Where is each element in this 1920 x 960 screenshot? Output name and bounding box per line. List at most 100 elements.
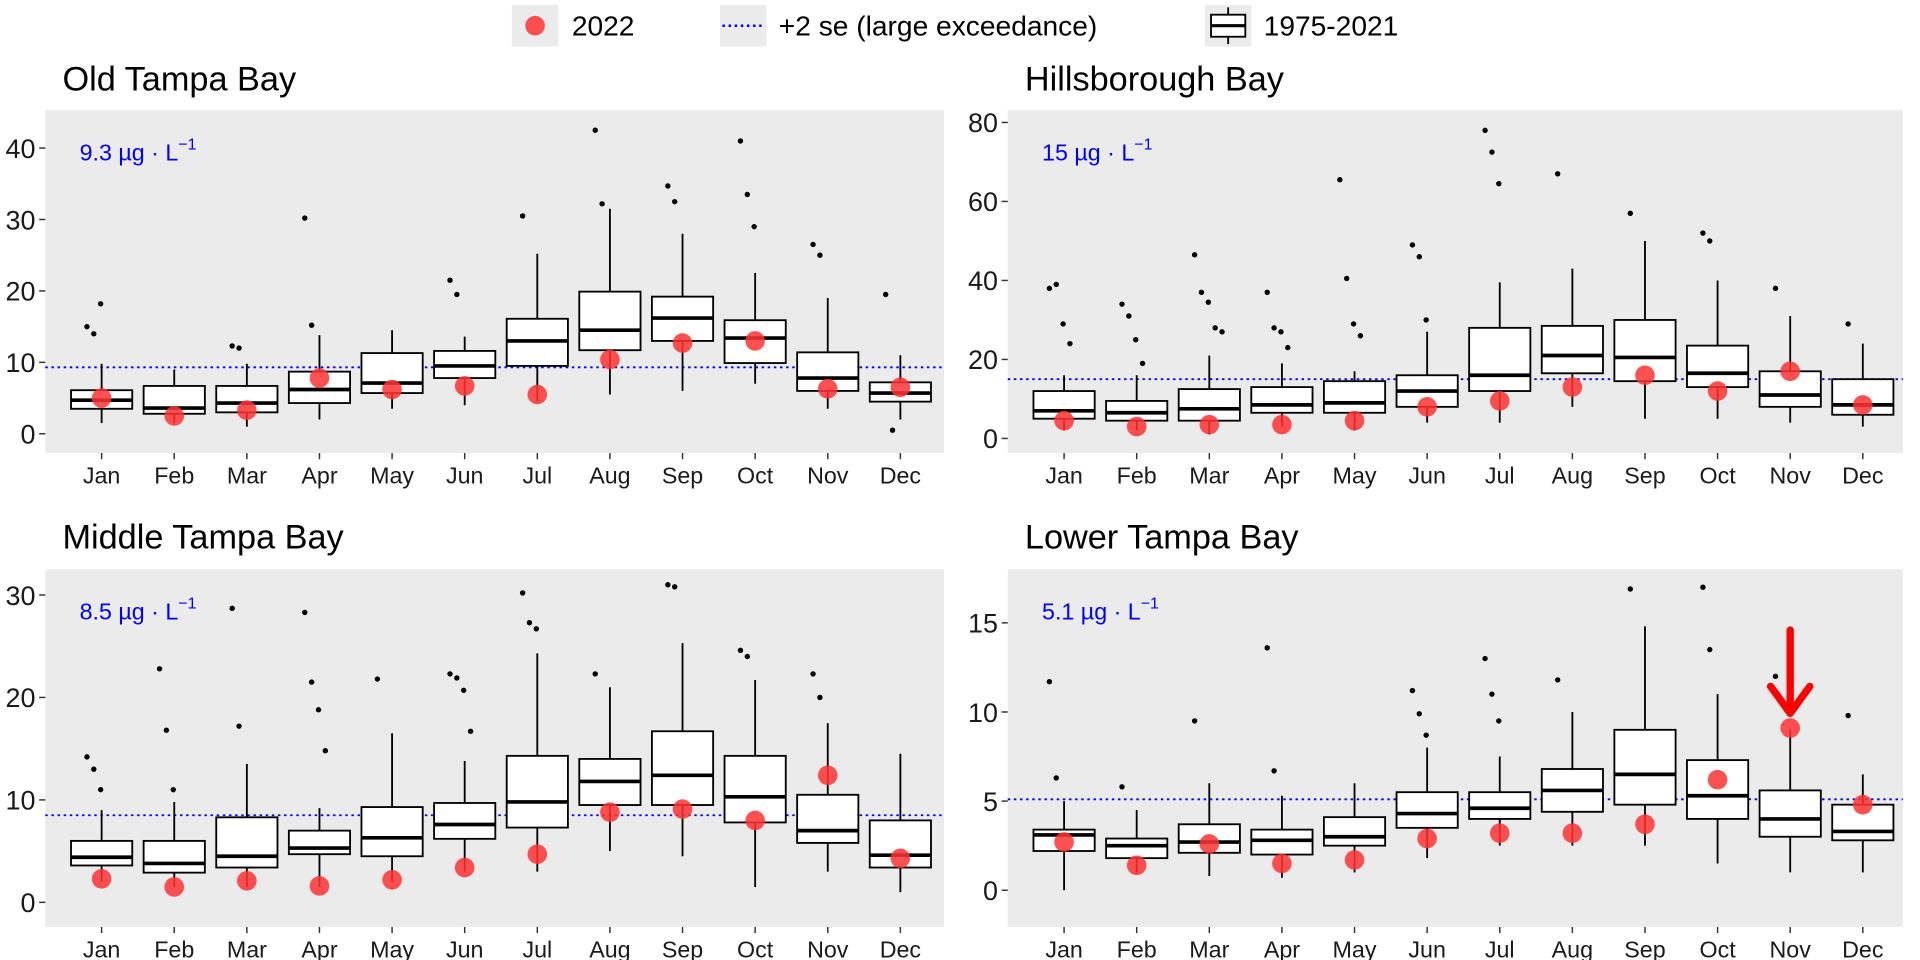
data-point xyxy=(163,727,170,733)
data-point xyxy=(1139,360,1146,367)
point-2022 xyxy=(1635,365,1655,386)
point-2022 xyxy=(237,871,257,891)
point-2022 xyxy=(1635,814,1655,835)
data-point xyxy=(229,605,235,612)
point-2022 xyxy=(600,802,620,822)
boxplot-mar xyxy=(1177,718,1241,876)
data-point xyxy=(1191,252,1198,258)
box-iqr xyxy=(1758,789,1822,838)
data-point xyxy=(1053,281,1059,288)
y-tick-label: 20 xyxy=(6,683,36,713)
data-point xyxy=(1845,712,1851,719)
threshold-unit-exponent: −1 xyxy=(178,136,196,153)
point-2022 xyxy=(1126,855,1147,876)
boxplot-nov xyxy=(1758,285,1822,423)
boxplot-jan xyxy=(70,754,134,889)
boxplot-jul xyxy=(1468,655,1532,846)
boxplot-jul xyxy=(1468,127,1532,423)
point-2022 xyxy=(454,857,475,878)
x-tick-label: Nov xyxy=(1770,937,1812,960)
data-point xyxy=(1133,337,1139,343)
y-tick-label: 20 xyxy=(968,345,998,375)
data-point xyxy=(1409,687,1416,694)
data-point xyxy=(1772,285,1779,292)
point-2022 xyxy=(164,877,185,897)
x-tick-label: Aug xyxy=(1552,937,1593,960)
legend-point-icon xyxy=(525,15,545,36)
data-point xyxy=(1554,677,1561,683)
data-point xyxy=(461,687,467,693)
boxplot-dec xyxy=(1831,712,1895,873)
y-tick-label: 10 xyxy=(968,698,998,728)
data-point xyxy=(1337,177,1343,183)
panel-hillsborough-bay: Hillsborough Bay 0 20 40 60 80 Jan Feb Mar Apr May… xyxy=(968,61,1903,489)
data-point xyxy=(315,707,322,713)
boxplot-sep xyxy=(1613,586,1677,846)
boxplot-jul xyxy=(505,590,569,872)
data-point xyxy=(1554,171,1561,177)
x-tick-label: Mar xyxy=(1189,937,1229,960)
point-2022 xyxy=(1780,718,1800,738)
data-point xyxy=(1219,329,1225,335)
x-tick-label: Mar xyxy=(227,937,267,960)
point-2022 xyxy=(1853,395,1873,415)
data-point xyxy=(1198,289,1205,295)
data-point xyxy=(1627,210,1633,216)
threshold-label: 8.5 µg · L−1 xyxy=(80,596,197,625)
point-2022 xyxy=(890,377,911,398)
data-point xyxy=(454,675,460,681)
data-point xyxy=(889,427,896,433)
legend-boxplot-icon xyxy=(1210,7,1247,45)
data-point xyxy=(817,252,823,258)
boxplot-may xyxy=(1322,783,1387,873)
data-point xyxy=(229,343,235,349)
data-point xyxy=(84,754,90,760)
panel-lower-tampa-bay: Lower Tampa Bay 0 5 10 15 Jan Feb Mar Apr May Jun J… xyxy=(968,519,1903,960)
boxplot-oct xyxy=(1686,584,1750,864)
boxplot-apr xyxy=(287,215,351,420)
boxplot-nov xyxy=(1758,673,1822,873)
point-2022 xyxy=(309,876,330,896)
boxplot-aug xyxy=(1540,171,1604,407)
point-2022 xyxy=(527,384,548,405)
y-tick-label: 80 xyxy=(968,108,998,138)
box-iqr xyxy=(1468,791,1532,820)
y-tick-label: 30 xyxy=(6,581,36,611)
x-tick-label: Jul xyxy=(1485,937,1515,960)
y-tick-label: 20 xyxy=(6,277,36,307)
boxplot-feb xyxy=(1105,301,1169,437)
box-iqr xyxy=(796,793,860,844)
data-point xyxy=(170,786,176,793)
boxplot-oct xyxy=(1686,230,1750,419)
data-point xyxy=(236,345,242,351)
x-tick-label: Dec xyxy=(880,463,922,489)
x-tick-label: Oct xyxy=(1700,463,1737,489)
panel-old-tampa-bay: Old Tampa Bay 0 10 20 30 40 Jan Feb Mar Apr May Jun… xyxy=(6,61,945,489)
data-point xyxy=(322,748,329,754)
data-point xyxy=(467,728,474,734)
x-tick-label: Jan xyxy=(1045,937,1083,960)
y-tick-label: 60 xyxy=(968,187,998,217)
boxplot-nov xyxy=(796,671,860,872)
data-point xyxy=(1423,317,1429,323)
data-point xyxy=(1285,344,1291,351)
y-tick-label: 30 xyxy=(6,205,36,235)
point-2022 xyxy=(1489,823,1510,843)
data-point xyxy=(1126,313,1132,319)
data-point xyxy=(1707,238,1713,244)
x-tick-label: May xyxy=(1333,463,1377,489)
boxplot-jun xyxy=(433,277,497,406)
x-tick-label: Oct xyxy=(737,937,774,960)
data-point xyxy=(1482,655,1488,662)
boxplot-may xyxy=(360,676,424,890)
box-iqr xyxy=(651,730,715,806)
x-tick-label: Feb xyxy=(1117,937,1157,960)
x-tick-label: Apr xyxy=(301,937,337,960)
data-point xyxy=(810,671,816,677)
data-point xyxy=(1423,732,1429,738)
point-2022 xyxy=(527,844,548,864)
x-tick-label: Jun xyxy=(1408,463,1446,489)
x-tick-label: Feb xyxy=(154,937,194,960)
y-tick-label: 10 xyxy=(6,786,36,816)
